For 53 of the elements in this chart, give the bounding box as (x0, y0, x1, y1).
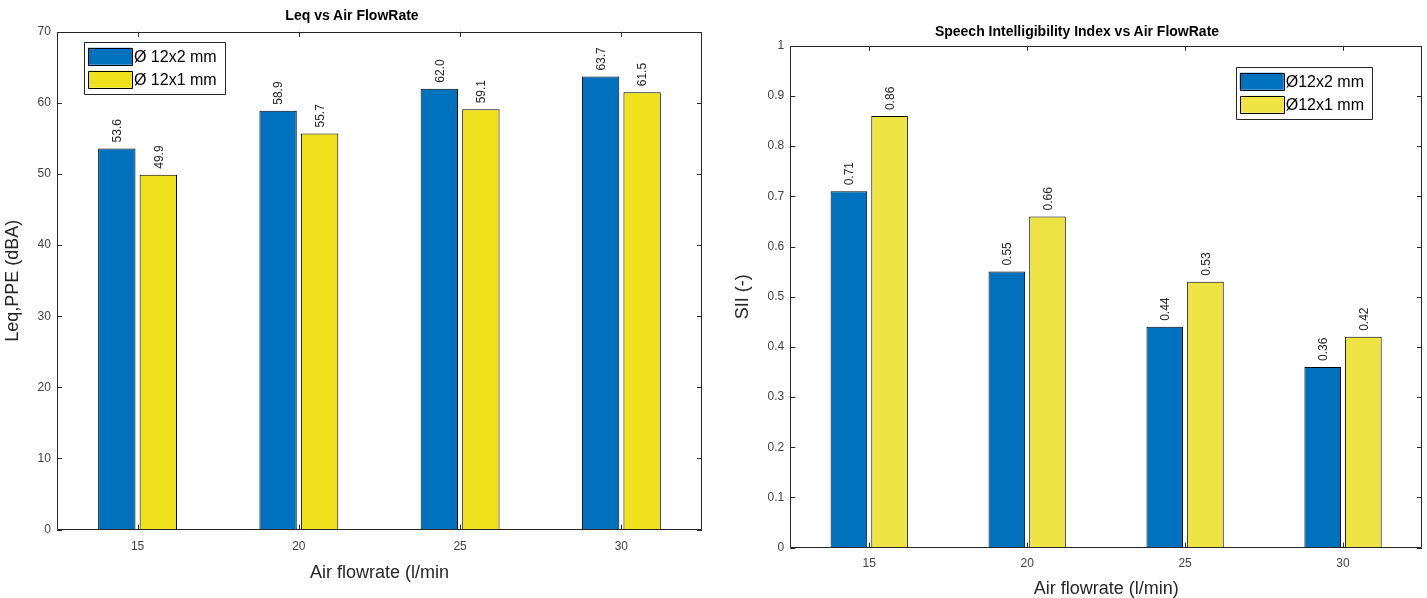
y-tick-label: 0 (777, 539, 785, 554)
x-tick-label: 15 (130, 539, 145, 554)
y-tick-label: 0.7 (767, 188, 785, 203)
legend-label: Ø12x2 mm (1285, 72, 1365, 90)
x-tick-label: 20 (1020, 556, 1035, 571)
y-tick-label: 0 (44, 521, 52, 536)
legend-label: Ø12x1 mm (1285, 95, 1365, 113)
y-tick-label: 1 (777, 38, 785, 53)
y-tick-label: 0.2 (767, 439, 785, 454)
x-axis-title: Air flowrate (l/min (309, 561, 449, 582)
y-tick-label: 30 (37, 308, 52, 323)
x-tick-label: 25 (453, 539, 468, 554)
y-tick-label: 0.3 (767, 389, 785, 404)
y-axis-title: Leq,PPE (dBA) (1, 219, 22, 342)
y-axis-title: SII (-) (731, 274, 752, 320)
y-tick-label: 0.8 (767, 138, 785, 153)
y-tick-label: 10 (37, 450, 52, 465)
y-tick-label: 70 (37, 24, 52, 39)
x-tick-label: 20 (292, 539, 306, 554)
x-axis-title: Air flowrate (l/min) (1033, 577, 1179, 598)
data-label: 0.42 (1356, 307, 1371, 331)
data-label: 61.5 (635, 62, 650, 87)
data-label: 0.66 (1040, 186, 1055, 211)
data-label: 0.71 (842, 161, 857, 186)
data-label: 0.36 (1316, 337, 1331, 361)
x-tick-label: 30 (614, 539, 629, 554)
data-label: 59.1 (474, 79, 489, 104)
data-label: 0.44 (1158, 297, 1173, 321)
x-tick-label: 15 (862, 556, 877, 571)
data-label: 0.55 (1000, 241, 1015, 266)
data-label: 0.86 (882, 86, 897, 111)
chart-title: Speech Intelligibility Index vs Air FlowRate (934, 23, 1220, 40)
y-tick-label: 0.9 (767, 88, 785, 103)
data-label: 49.9 (151, 145, 166, 169)
y-tick-label: 50 (37, 166, 52, 181)
x-tick-label: 30 (1336, 556, 1351, 571)
y-tick-label: 0.6 (767, 238, 785, 253)
data-label: 58.9 (271, 81, 286, 105)
legend-label: Ø 12x2 mm (133, 47, 217, 65)
y-tick-label: 0.4 (767, 339, 785, 354)
x-tick-label: 25 (1178, 556, 1193, 571)
data-label: 55.7 (312, 103, 327, 128)
y-tick-label: 60 (37, 95, 52, 110)
data-label: 63.7 (593, 46, 608, 71)
data-label: 0.53 (1198, 251, 1213, 276)
legend-label: Ø 12x1 mm (133, 70, 217, 88)
y-tick-label: 0.5 (767, 289, 785, 304)
data-label: 62.0 (432, 59, 447, 83)
data-label: 53.6 (110, 118, 125, 143)
y-tick-label: 40 (37, 237, 52, 252)
chart-title: Leq vs Air FlowRate (285, 7, 419, 24)
y-tick-label: 20 (37, 379, 52, 394)
y-tick-label: 0.1 (767, 489, 785, 504)
